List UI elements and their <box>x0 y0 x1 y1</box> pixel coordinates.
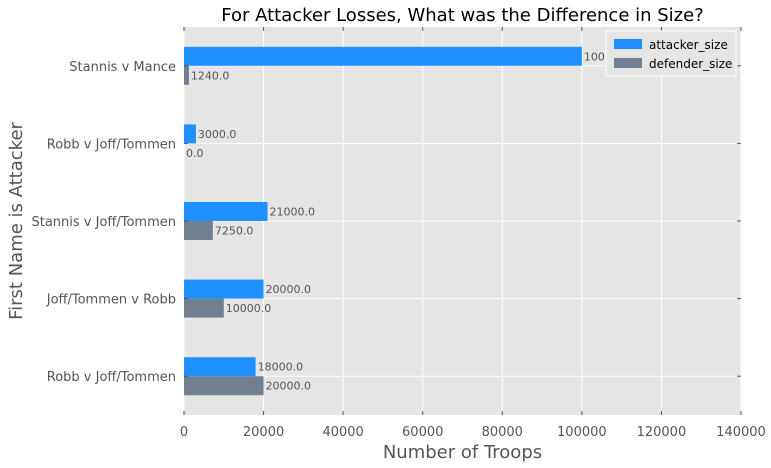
bar-value-label: 21000.0 <box>270 206 316 219</box>
bar-labels: 18000.0 20000.0 20000.0 10000.0 21000.0 7250.… <box>186 50 636 392</box>
bar-attacker_size <box>184 124 196 144</box>
y-axis-title: First Name is Attacker <box>6 121 27 319</box>
x-tick-label: 60000 <box>402 425 443 440</box>
x-tick-label: 120000 <box>637 425 687 440</box>
x-tick-label: 0 <box>180 425 188 440</box>
legend-swatch-defender_size <box>614 58 642 68</box>
bar-value-label: 20000.0 <box>266 380 312 393</box>
bar-attacker_size <box>184 357 256 377</box>
legend-label-attacker_size: attacker_size <box>649 38 728 52</box>
bar-value-label: 20000.0 <box>266 283 312 296</box>
bar-value-label: 10000.0 <box>226 302 271 315</box>
bar-defender_size <box>184 298 224 318</box>
x-tick-label: 80000 <box>482 425 523 440</box>
bar-defender_size <box>184 376 264 396</box>
y-tick-label: Stannis v Joff/Tommen <box>31 215 176 230</box>
y-axis-ticks: Robb v Joff/Tommen Joff/Tommen v Robb Stan… <box>31 60 741 385</box>
chart-title: For Attacker Losses, What was the Differ… <box>221 5 704 26</box>
y-tick-label: Stannis v Mance <box>69 60 176 75</box>
x-tick-label: 40000 <box>322 425 363 440</box>
bar-attacker_size <box>184 202 268 221</box>
bar-value-label: 0.0 <box>186 147 204 160</box>
y-tick-label: Joff/Tommen v Robb <box>46 293 176 308</box>
x-tick-label: 140000 <box>716 425 766 440</box>
x-tick-label: 20000 <box>243 425 284 440</box>
y-tick-label: Robb v Joff/Tommen <box>47 370 176 385</box>
bar-attacker_size <box>184 279 264 299</box>
y-tick-label: Robb v Joff/Tommen <box>47 137 176 152</box>
bar-value-label: 18000.0 <box>258 361 304 374</box>
x-tick-label: 100000 <box>557 425 607 440</box>
bars <box>184 46 582 396</box>
bar-value-label: 7250.0 <box>215 225 254 238</box>
legend-box <box>605 30 737 77</box>
bar-attacker_size <box>184 46 582 66</box>
bar-defender_size <box>184 65 189 85</box>
legend-label-defender_size: defender_size <box>649 57 732 71</box>
bar-value-label: 1240.0 <box>191 69 230 82</box>
legend: attacker_size defender_size <box>605 30 737 77</box>
bar-value-label: 3000.0 <box>198 128 237 141</box>
bar-defender_size <box>184 221 213 240</box>
legend-swatch-attacker_size <box>614 39 642 49</box>
x-axis-ticks: 0 20000 40000 60000 80000 100000 120000 140000 <box>180 27 766 440</box>
x-axis-title: Number of Troops <box>383 442 542 463</box>
